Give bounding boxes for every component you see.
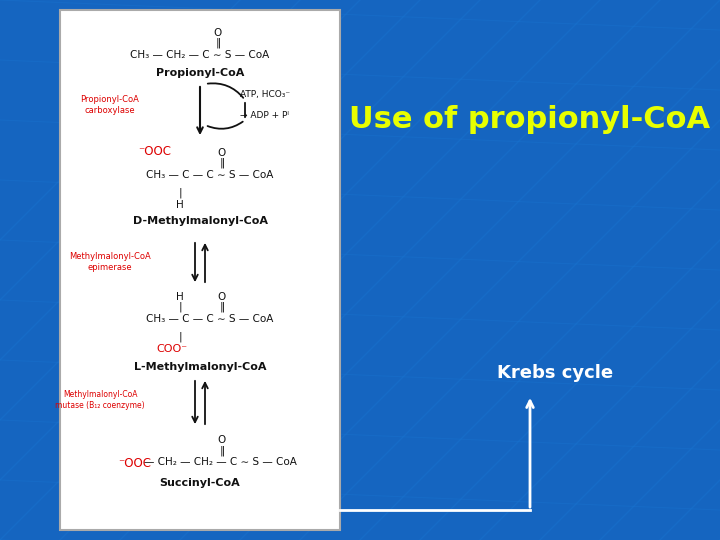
Text: Krebs cycle: Krebs cycle [497,364,613,382]
Text: CH₃ — C — C ∼ S — CoA: CH₃ — C — C ∼ S — CoA [146,314,274,324]
Text: ATP, HCO₃⁻: ATP, HCO₃⁻ [240,91,290,99]
Text: O: O [218,148,226,158]
Text: — CH₂ — CH₂ — C ∼ S — CoA: — CH₂ — CH₂ — C ∼ S — CoA [143,457,297,467]
Text: Use of propionyl-CoA: Use of propionyl-CoA [349,105,711,134]
Text: ‖: ‖ [215,38,220,49]
Text: |: | [178,332,182,342]
Text: D-Methylmalonyl-CoA: D-Methylmalonyl-CoA [132,216,268,226]
Bar [60,10,340,530]
Text: Methylmalonyl-CoA
epimerase: Methylmalonyl-CoA epimerase [69,252,151,272]
Text: → ADP + Pᴵ: → ADP + Pᴵ [240,111,289,119]
Text: Propionyl-CoA
carboxylase: Propionyl-CoA carboxylase [81,95,140,114]
Text: Propionyl-CoA: Propionyl-CoA [156,68,244,78]
Text: H: H [176,292,184,302]
Text: O: O [218,435,226,445]
Text: |: | [178,188,182,199]
Text: ⁻OOC: ⁻OOC [119,457,151,470]
Text: CH₃ — CH₂ — C ∼ S — CoA: CH₃ — CH₂ — C ∼ S — CoA [130,50,269,60]
Text: Methylmalonyl-CoA
mutase (B₁₂ coenzyme): Methylmalonyl-CoA mutase (B₁₂ coenzyme) [55,390,145,410]
Text: Succinyl-CoA: Succinyl-CoA [160,478,240,488]
Text: COO⁻: COO⁻ [156,344,188,354]
Text: H: H [176,200,184,210]
Text: ⁻OOC: ⁻OOC [138,145,171,158]
Text: |: | [178,302,182,313]
Text: ‖: ‖ [220,302,225,313]
Text: L-Methylmalonyl-CoA: L-Methylmalonyl-CoA [134,362,266,372]
Text: ‖: ‖ [220,158,225,168]
Text: O: O [214,28,222,38]
Text: O: O [218,292,226,302]
Text: CH₃ — C — C ∼ S — CoA: CH₃ — C — C ∼ S — CoA [146,170,274,180]
Text: ‖: ‖ [220,445,225,456]
